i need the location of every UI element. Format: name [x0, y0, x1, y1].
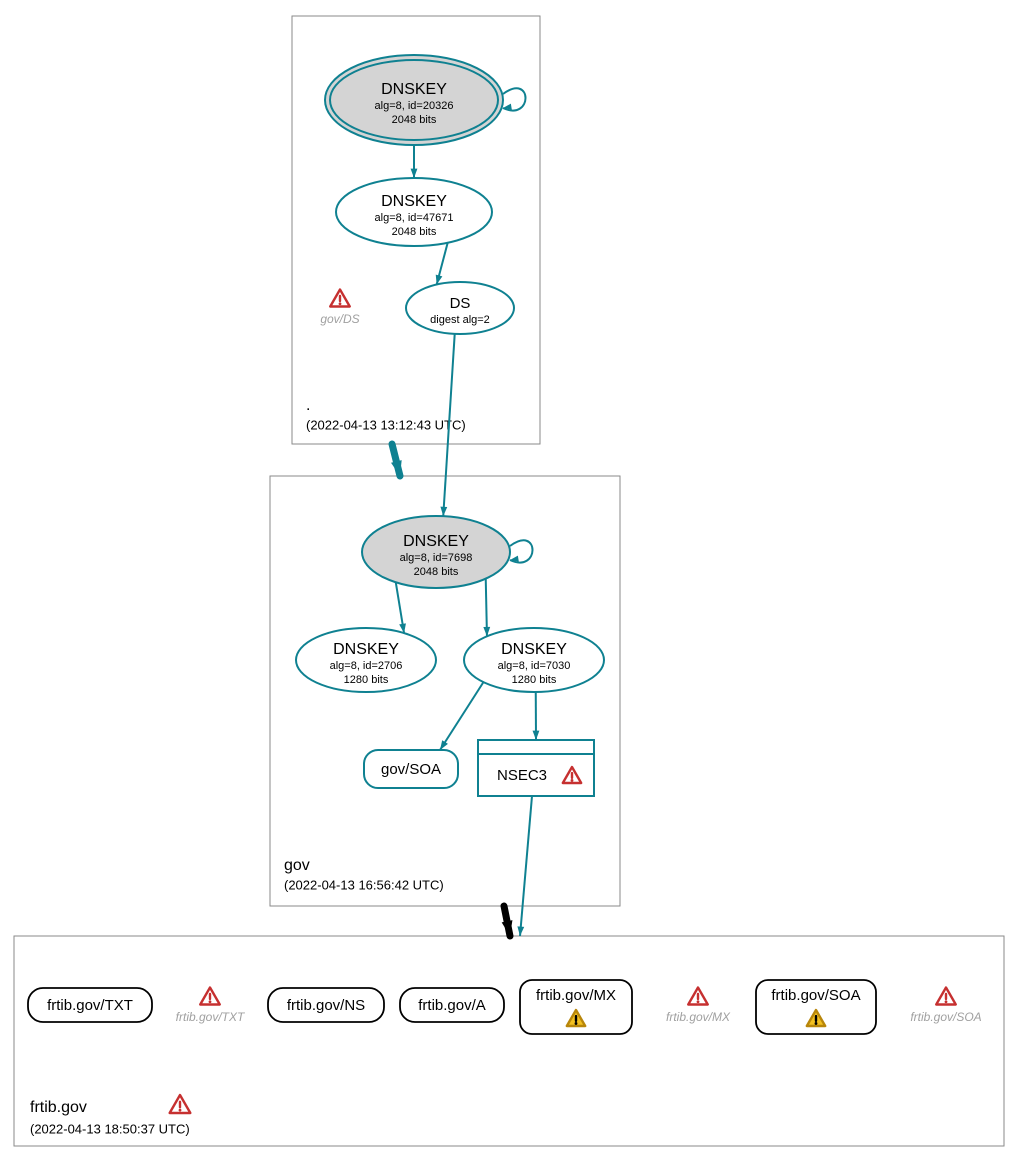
svg-text:frtib.gov/SOA: frtib.gov/SOA	[771, 987, 860, 1004]
node-gov_zsk_b: DNSKEY alg=8, id=7030 1280 bits	[464, 628, 604, 692]
svg-text:DS: DS	[450, 295, 471, 312]
svg-text:alg=8, id=2706: alg=8, id=2706	[330, 660, 403, 672]
node-root_zsk: DNSKEY alg=8, id=47671 2048 bits	[336, 178, 492, 246]
svg-text:2048 bits: 2048 bits	[392, 226, 437, 238]
node-frtib_soa: frtib.gov/SOA	[756, 980, 876, 1034]
node-frtib_mx: frtib.gov/MX	[520, 980, 632, 1034]
node-frtib_ns: frtib.gov/NS	[268, 988, 384, 1022]
svg-text:(2022-04-13 13:12:43 UTC): (2022-04-13 13:12:43 UTC)	[306, 417, 466, 432]
svg-text:gov: gov	[284, 857, 310, 874]
svg-text:alg=8, id=47671: alg=8, id=47671	[375, 212, 454, 224]
svg-text:alg=8, id=7698: alg=8, id=7698	[400, 552, 473, 564]
node-frtib_mx_err: frtib.gov/MX	[666, 988, 731, 1025]
node-frtib_soa_err: frtib.gov/SOA	[910, 988, 981, 1025]
node-frtib_txt_err: frtib.gov/TXT	[176, 988, 246, 1025]
svg-text:(2022-04-13 16:56:42 UTC): (2022-04-13 16:56:42 UTC)	[284, 877, 444, 892]
svg-text:digest alg=2: digest alg=2	[430, 314, 490, 326]
svg-text:NSEC3: NSEC3	[497, 767, 547, 784]
svg-text:DNSKEY: DNSKEY	[333, 641, 399, 658]
svg-text:.: .	[306, 397, 310, 414]
node-gov_soa: gov/SOA	[364, 750, 458, 788]
svg-text:DNSKEY: DNSKEY	[381, 193, 447, 210]
svg-text:frtib.gov/SOA: frtib.gov/SOA	[910, 1010, 981, 1024]
svg-text:frtib.gov: frtib.gov	[30, 1099, 87, 1116]
svg-text:(2022-04-13 18:50:37 UTC): (2022-04-13 18:50:37 UTC)	[30, 1121, 190, 1136]
svg-text:frtib.gov/A: frtib.gov/A	[418, 997, 486, 1014]
node-gov_zsk_a: DNSKEY alg=8, id=2706 1280 bits	[296, 628, 436, 692]
svg-text:2048 bits: 2048 bits	[392, 114, 437, 126]
svg-text:frtib.gov/NS: frtib.gov/NS	[287, 997, 365, 1014]
svg-text:alg=8, id=7030: alg=8, id=7030	[498, 660, 571, 672]
node-root_ksk: DNSKEY alg=8, id=20326 2048 bits	[325, 55, 526, 145]
svg-text:gov/DS: gov/DS	[320, 312, 359, 326]
svg-text:DNSKEY: DNSKEY	[381, 81, 447, 98]
node-frtib_a: frtib.gov/A	[400, 988, 504, 1022]
svg-text:frtib.gov/TXT: frtib.gov/TXT	[47, 997, 133, 1014]
svg-text:2048 bits: 2048 bits	[414, 566, 459, 578]
svg-text:1280 bits: 1280 bits	[344, 674, 389, 686]
node-frtib_txt: frtib.gov/TXT	[28, 988, 152, 1022]
svg-text:gov/SOA: gov/SOA	[381, 761, 441, 778]
node-gov_ksk: DNSKEY alg=8, id=7698 2048 bits	[362, 516, 533, 588]
svg-text:DNSKEY: DNSKEY	[403, 533, 469, 550]
node-gov_nsec3: NSEC3	[478, 740, 594, 796]
svg-text:frtib.gov/MX: frtib.gov/MX	[666, 1010, 731, 1024]
svg-text:DNSKEY: DNSKEY	[501, 641, 567, 658]
svg-text:frtib.gov/TXT: frtib.gov/TXT	[176, 1010, 246, 1024]
svg-text:alg=8, id=20326: alg=8, id=20326	[375, 100, 454, 112]
node-gov_ds_err: gov/DS	[320, 290, 359, 327]
svg-text:frtib.gov/MX: frtib.gov/MX	[536, 987, 616, 1004]
svg-text:1280 bits: 1280 bits	[512, 674, 557, 686]
node-root_ds: DS digest alg=2	[406, 282, 514, 334]
